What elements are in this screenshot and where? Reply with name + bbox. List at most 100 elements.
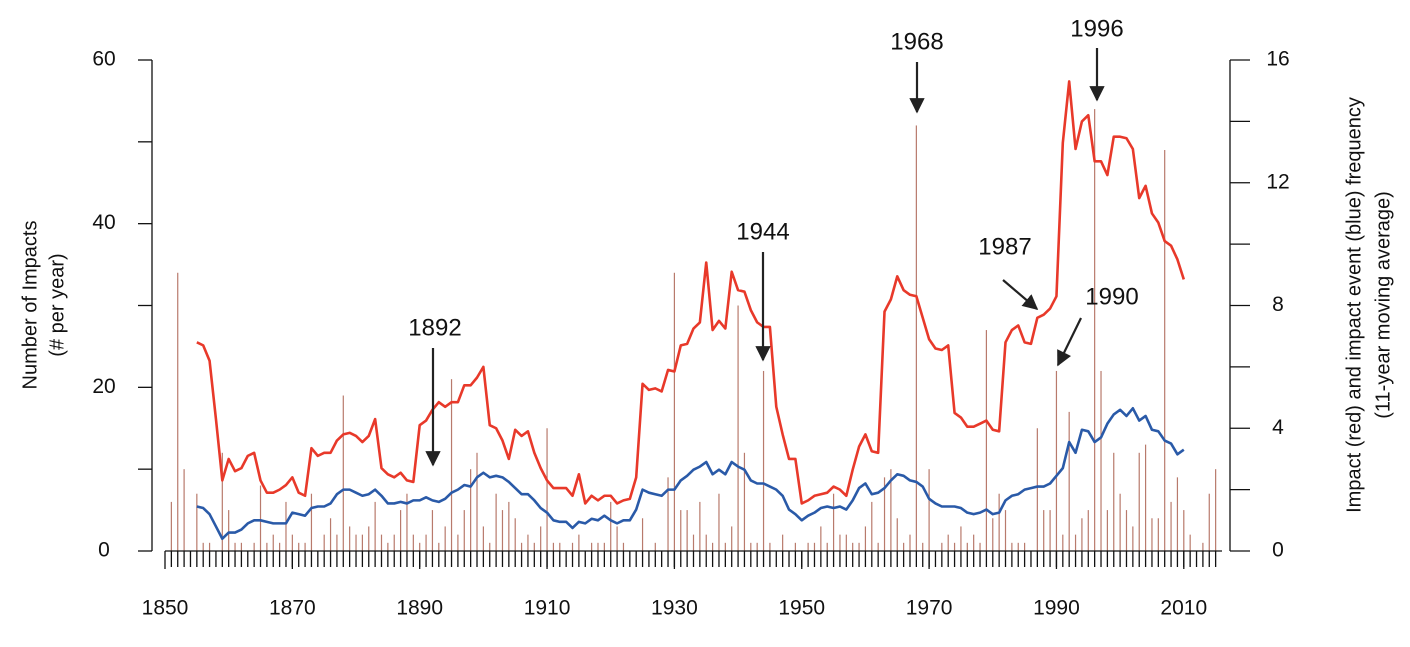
bar [578, 534, 580, 551]
x-tick-label: 1930 [651, 597, 698, 620]
bar [622, 542, 625, 551]
bar [782, 534, 784, 551]
bar [820, 526, 822, 551]
bar [546, 428, 548, 551]
bar [240, 542, 243, 551]
bar [514, 518, 516, 551]
bar [1138, 452, 1140, 551]
bar [1132, 526, 1134, 551]
bar [960, 526, 962, 551]
bar [1036, 428, 1038, 551]
bar [520, 542, 523, 551]
bar [832, 493, 835, 551]
bar [1055, 370, 1058, 551]
bar [540, 526, 542, 551]
bar [928, 469, 930, 551]
bar [1164, 150, 1166, 551]
annotation-arrow [1057, 317, 1082, 367]
bar [374, 501, 376, 551]
bar [221, 452, 223, 551]
bar [712, 542, 714, 551]
bar [304, 542, 306, 551]
bar [1100, 370, 1102, 551]
bar [603, 542, 605, 551]
bar [1074, 534, 1077, 551]
bar [1106, 510, 1108, 551]
bar [482, 526, 484, 551]
bar [489, 542, 491, 551]
bar [259, 485, 262, 551]
bar [1215, 469, 1217, 551]
bar [272, 534, 274, 551]
bar [807, 542, 809, 551]
bar [208, 542, 211, 551]
bar [718, 493, 720, 551]
bar [1157, 518, 1159, 551]
bar [985, 330, 988, 551]
bar [922, 542, 924, 551]
y-tick-label: 20 [92, 375, 115, 398]
bar [329, 518, 332, 551]
annotation: 1996 [1070, 15, 1123, 42]
bar [731, 526, 733, 551]
y-axis-label: Number of Impacts (# per year) [19, 221, 68, 390]
bar [355, 534, 357, 551]
bar [966, 542, 968, 551]
bar [864, 526, 867, 551]
bar [813, 542, 816, 551]
bar [425, 534, 427, 551]
bar [1017, 542, 1019, 551]
bar [1144, 444, 1147, 551]
bar [641, 518, 644, 551]
bar [393, 534, 395, 551]
bar [419, 542, 421, 551]
x-tick-label: 1870 [269, 597, 316, 620]
y-tick-label: 60 [92, 48, 115, 71]
bar [839, 534, 841, 551]
y-label-line: (# per year) [46, 253, 68, 356]
bar [591, 542, 593, 551]
bar [896, 518, 898, 551]
bar [470, 469, 472, 551]
bar [1151, 518, 1153, 551]
bar [1125, 510, 1128, 551]
bar [947, 534, 949, 551]
y2-tick-label: 16 [1266, 48, 1289, 71]
x-tick-label: 1850 [142, 597, 189, 620]
x-tick-label: 1950 [778, 597, 825, 620]
bar [349, 526, 351, 551]
bar [667, 477, 669, 551]
bar [387, 542, 389, 551]
annotation-arrow [1002, 279, 1039, 310]
annotation: 1944 [736, 218, 789, 245]
bar [228, 510, 230, 551]
bar [979, 542, 981, 551]
bar [495, 493, 497, 551]
bar [368, 526, 370, 551]
bar [323, 534, 325, 551]
bar [762, 370, 765, 551]
x-tick-label: 1970 [906, 597, 953, 620]
bar [1068, 411, 1070, 551]
bar [998, 493, 1000, 551]
bar [699, 501, 701, 551]
bar [310, 493, 313, 551]
bar [871, 501, 873, 551]
y-label-line: Number of Impacts [19, 221, 41, 390]
bar [298, 542, 300, 551]
bar [750, 542, 752, 551]
bar [890, 469, 892, 551]
bar [431, 510, 434, 551]
bar [1208, 493, 1210, 551]
bar [973, 534, 975, 551]
bar [183, 469, 185, 551]
y2-tick-label: 4 [1272, 416, 1284, 439]
x-tick-label: 1890 [396, 597, 443, 620]
bar [673, 272, 675, 551]
bar [909, 534, 911, 551]
x-tick-label: 1910 [524, 597, 571, 620]
bar [399, 510, 402, 551]
series-line [196, 80, 1186, 505]
bar [756, 542, 758, 551]
